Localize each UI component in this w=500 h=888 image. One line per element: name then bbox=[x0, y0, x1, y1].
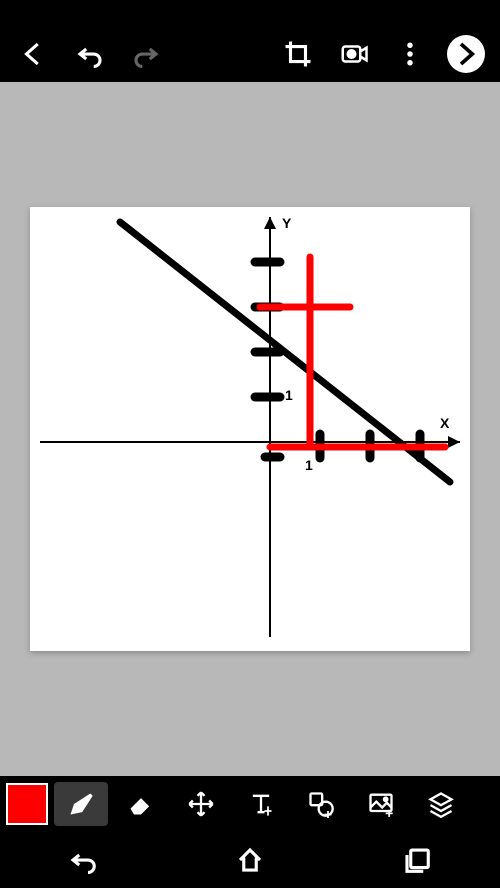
move-tool[interactable] bbox=[174, 782, 228, 826]
canvas-area: Y X 1 1 bbox=[0, 82, 500, 776]
status-bar bbox=[0, 0, 500, 26]
top-toolbar bbox=[0, 26, 500, 82]
x-axis-label: X bbox=[440, 415, 449, 431]
unit-x-label: 1 bbox=[305, 457, 313, 473]
back-button[interactable] bbox=[6, 26, 62, 82]
unit-y-label: 1 bbox=[285, 387, 293, 403]
redo-button[interactable] bbox=[118, 26, 174, 82]
shapes-tool[interactable] bbox=[294, 782, 348, 826]
text-tool[interactable] bbox=[234, 782, 288, 826]
drawing-svg bbox=[30, 207, 470, 651]
brush-tool[interactable] bbox=[54, 782, 108, 826]
menu-button[interactable] bbox=[382, 26, 438, 82]
drawing-canvas[interactable]: Y X 1 1 bbox=[30, 207, 470, 651]
nav-home-button[interactable] bbox=[190, 832, 310, 888]
undo-button[interactable] bbox=[62, 26, 118, 82]
forward-button[interactable] bbox=[438, 26, 494, 82]
y-axis-label: Y bbox=[282, 215, 291, 231]
tool-palette bbox=[0, 776, 500, 832]
layers-tool[interactable] bbox=[414, 782, 468, 826]
navigation-bar bbox=[0, 832, 500, 888]
image-tool[interactable] bbox=[354, 782, 408, 826]
eraser-tool[interactable] bbox=[114, 782, 168, 826]
record-button[interactable] bbox=[326, 26, 382, 82]
nav-back-button[interactable] bbox=[23, 832, 143, 888]
color-swatch[interactable] bbox=[6, 783, 48, 825]
nav-recent-button[interactable] bbox=[357, 832, 477, 888]
arrow-right-icon bbox=[447, 35, 485, 73]
crop-button[interactable] bbox=[270, 26, 326, 82]
